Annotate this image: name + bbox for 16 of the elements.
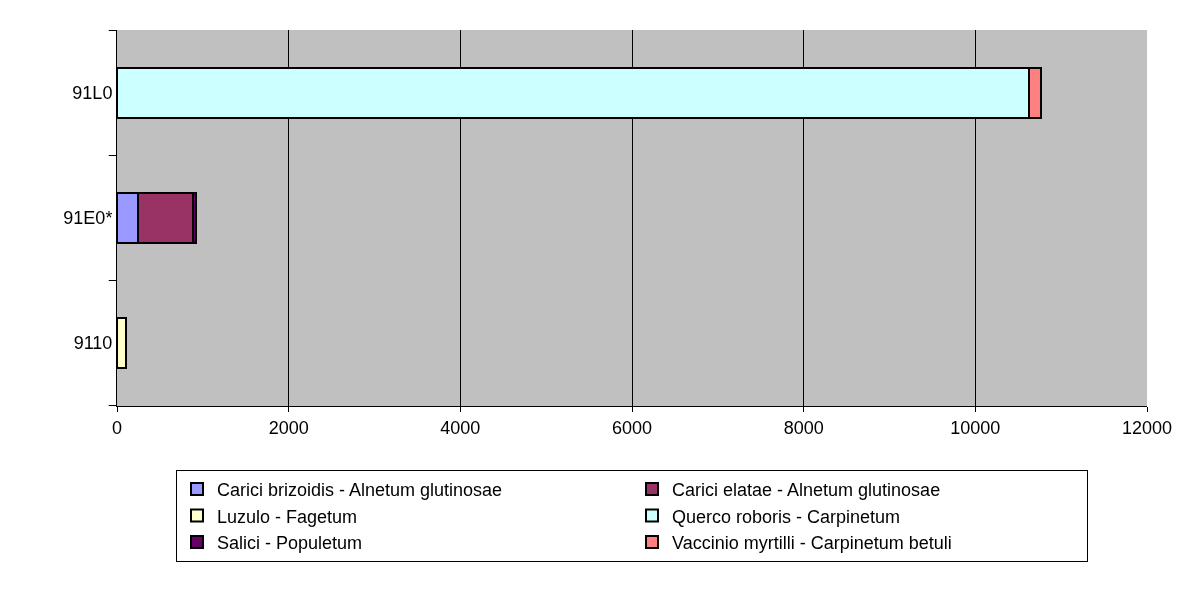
x-tick-label: 6000: [611, 417, 653, 438]
x-tick-label: 8000: [783, 417, 824, 438]
y-tick-label: 91L0: [72, 83, 113, 104]
x-tick-label: 12000: [1121, 417, 1173, 438]
x-tick-label: 2000: [268, 417, 309, 438]
y-tick-label: 91E0*: [63, 208, 113, 229]
legend-label: Salici - Populetum: [217, 532, 363, 553]
x-tick-label: 0: [111, 417, 123, 438]
x-tick-label: 10000: [950, 417, 1001, 438]
legend-label: Carici brizoidis - Alnetum glutinosae: [217, 480, 503, 501]
legend-label: Querco roboris - Carpinetum: [672, 506, 901, 527]
legend-label: Vaccinio myrtilli - Carpinetum betuli: [672, 532, 952, 553]
y-tick-label: 9110: [73, 333, 113, 354]
x-tick-label: 4000: [440, 417, 481, 438]
legend-label: Carici elatae - Alnetum glutinosae: [672, 480, 941, 501]
legend-label: Luzulo - Fagetum: [217, 506, 358, 527]
